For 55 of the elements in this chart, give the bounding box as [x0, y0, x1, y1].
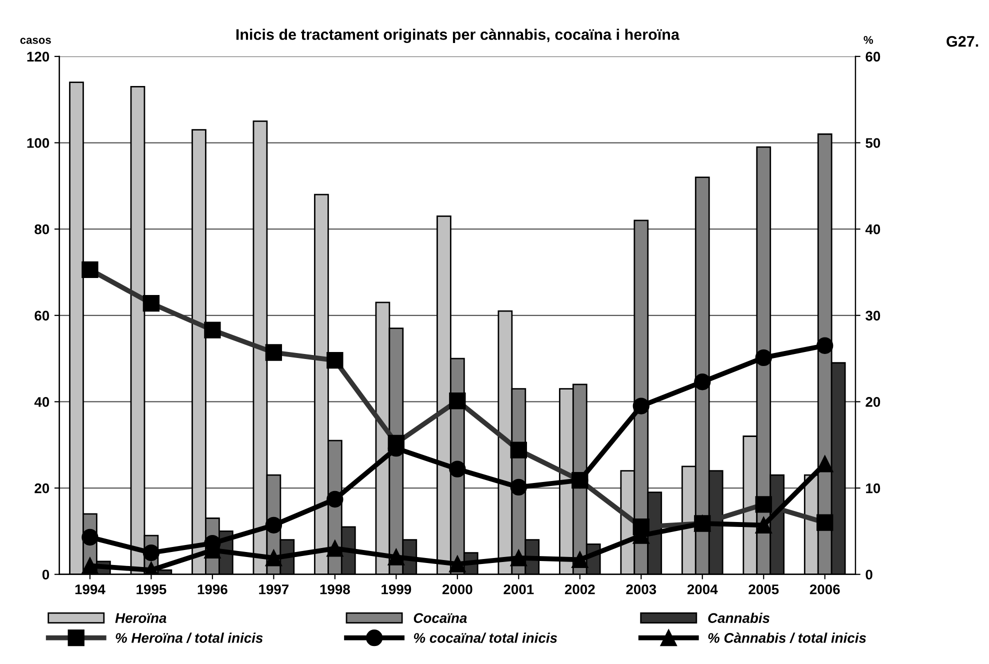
- legend-label: % Heroïna / total inicis: [116, 632, 263, 643]
- point: [326, 490, 344, 508]
- legend-label: % Cànnabis / total inicis: [708, 632, 866, 643]
- x-tick-label: 2006: [810, 584, 840, 594]
- y-tick-label: 0: [42, 570, 50, 580]
- point: [82, 528, 98, 546]
- point: [632, 398, 650, 414]
- y-axis-title: casos: [20, 38, 51, 44]
- point: [142, 544, 160, 562]
- y2-tick-label: 40: [865, 224, 880, 234]
- x-tick-label: 2001: [504, 584, 534, 594]
- y-tick-label: 40: [34, 397, 50, 407]
- point: [449, 460, 466, 478]
- y2-tick-label: 50: [866, 138, 880, 148]
- point: [82, 557, 98, 574]
- x-tick-label: 1996: [198, 584, 228, 594]
- x-tick-label: 2002: [564, 584, 595, 594]
- point: [755, 349, 772, 366]
- point: [265, 550, 282, 566]
- x-tick-label: 1995: [136, 584, 166, 594]
- y-tick-label: 20: [34, 483, 50, 494]
- point: [572, 551, 588, 568]
- point: [326, 540, 344, 557]
- y2-tick-label: 30: [866, 310, 880, 321]
- y-tick-label: 60: [34, 310, 50, 321]
- legend-label: Heroïna: [115, 613, 166, 623]
- y2-tick-label: 20: [866, 397, 880, 407]
- point: [388, 548, 405, 566]
- x-tick-label: 1998: [320, 584, 350, 594]
- y-tick-label: 80: [34, 224, 50, 234]
- point: [755, 516, 772, 534]
- y-tick-label: 120: [27, 52, 50, 62]
- point: [694, 374, 711, 390]
- chart-title: Inicis de tractament originats per cànnabis, cocaïna i heroïna: [236, 28, 680, 44]
- y-tick-label: 100: [27, 138, 50, 148]
- y2-tick-label: 60: [866, 52, 880, 62]
- x-tick-label: 1994: [75, 584, 106, 594]
- legend-label: % cocaïna/ total inicis: [414, 632, 558, 643]
- point: [816, 337, 834, 354]
- x-tick-label: 2004: [687, 584, 718, 594]
- legend-label: Cannabis: [708, 612, 770, 623]
- text: G27.: [946, 36, 978, 47]
- point: [449, 556, 466, 572]
- x-tick-label: 1999: [382, 584, 412, 594]
- x-tick-label: 1997: [259, 584, 289, 594]
- legend-label: Cocaïna: [414, 613, 467, 623]
- x-tick-label: 2003: [626, 584, 656, 594]
- point: [265, 516, 282, 534]
- y2-tick-label: 0: [866, 570, 872, 580]
- y2-tick-label: 10: [866, 483, 880, 494]
- point: [510, 478, 527, 496]
- x-tick-label: 2000: [442, 584, 472, 594]
- y2-axis-title: %: [864, 36, 874, 44]
- x-tick-label: 2005: [748, 584, 779, 594]
- point: [510, 550, 527, 566]
